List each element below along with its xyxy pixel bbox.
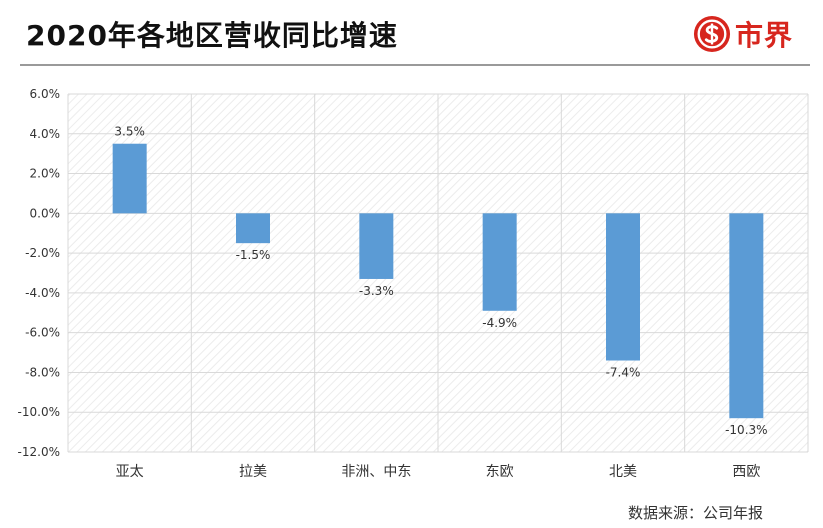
grid: [67, 93, 809, 453]
y-tick-label: 4.0%: [30, 127, 61, 141]
data-label: 3.5%: [114, 125, 145, 139]
x-tick-label: 西欧: [732, 464, 760, 480]
chart-svg: 6.0% 4.0% 2.0% 0.0% -2.0% -4.0% -6.0% -8.0% -10.…: [18, 87, 809, 480]
page-title: 2020年各地区营收同比增速: [26, 19, 398, 52]
source-note: 数据来源：公司年报: [627, 504, 763, 522]
y-tick-label: -8.0%: [25, 365, 60, 379]
bar: [236, 213, 270, 244]
x-axis: 亚太 拉美 非洲、中东 东欧 北美 西欧: [116, 464, 761, 480]
data-label: -4.9%: [482, 316, 517, 330]
y-tick-label: 6.0%: [30, 87, 61, 101]
x-tick-label: 亚太: [116, 464, 144, 480]
y-tick-label: -10.0%: [18, 405, 60, 419]
y-tick-label: -12.0%: [18, 445, 60, 459]
brand-name: 市界: [734, 19, 793, 52]
y-tick-label: 0.0%: [30, 206, 61, 220]
y-tick-label: -6.0%: [25, 326, 60, 340]
bar: [606, 213, 640, 361]
x-tick-label: 北美: [609, 464, 637, 480]
header: 2020年各地区营收同比增速 市界: [0, 0, 823, 66]
data-label: -10.3%: [725, 423, 767, 437]
y-tick-label: -4.0%: [25, 286, 60, 300]
chart: 6.0% 4.0% 2.0% 0.0% -2.0% -4.0% -6.0% -8.0% -10.…: [0, 70, 823, 500]
bar: [729, 213, 764, 419]
header-divider: [20, 64, 810, 66]
y-tick-label: -2.0%: [25, 246, 60, 260]
bar: [359, 213, 394, 279]
x-tick-label: 拉美: [239, 464, 267, 480]
data-label: -3.3%: [359, 284, 394, 298]
brand: 市界: [693, 14, 793, 54]
x-tick-label: 东欧: [486, 464, 514, 480]
footer: 数据来源：公司年报: [0, 496, 823, 528]
data-label: -7.4%: [606, 366, 641, 380]
data-labels: 3.5% -1.5% -3.3% -4.9% -7.4% -10.3%: [114, 125, 767, 437]
dollar-s-circle-icon: [693, 15, 731, 53]
bars: [112, 143, 764, 419]
x-tick-label: 非洲、中东: [341, 464, 411, 480]
bar: [112, 143, 147, 214]
y-axis: 6.0% 4.0% 2.0% 0.0% -2.0% -4.0% -6.0% -8.0% -10.…: [18, 87, 60, 459]
bar: [482, 213, 517, 311]
data-label: -1.5%: [236, 248, 271, 262]
y-tick-label: 2.0%: [30, 167, 61, 181]
